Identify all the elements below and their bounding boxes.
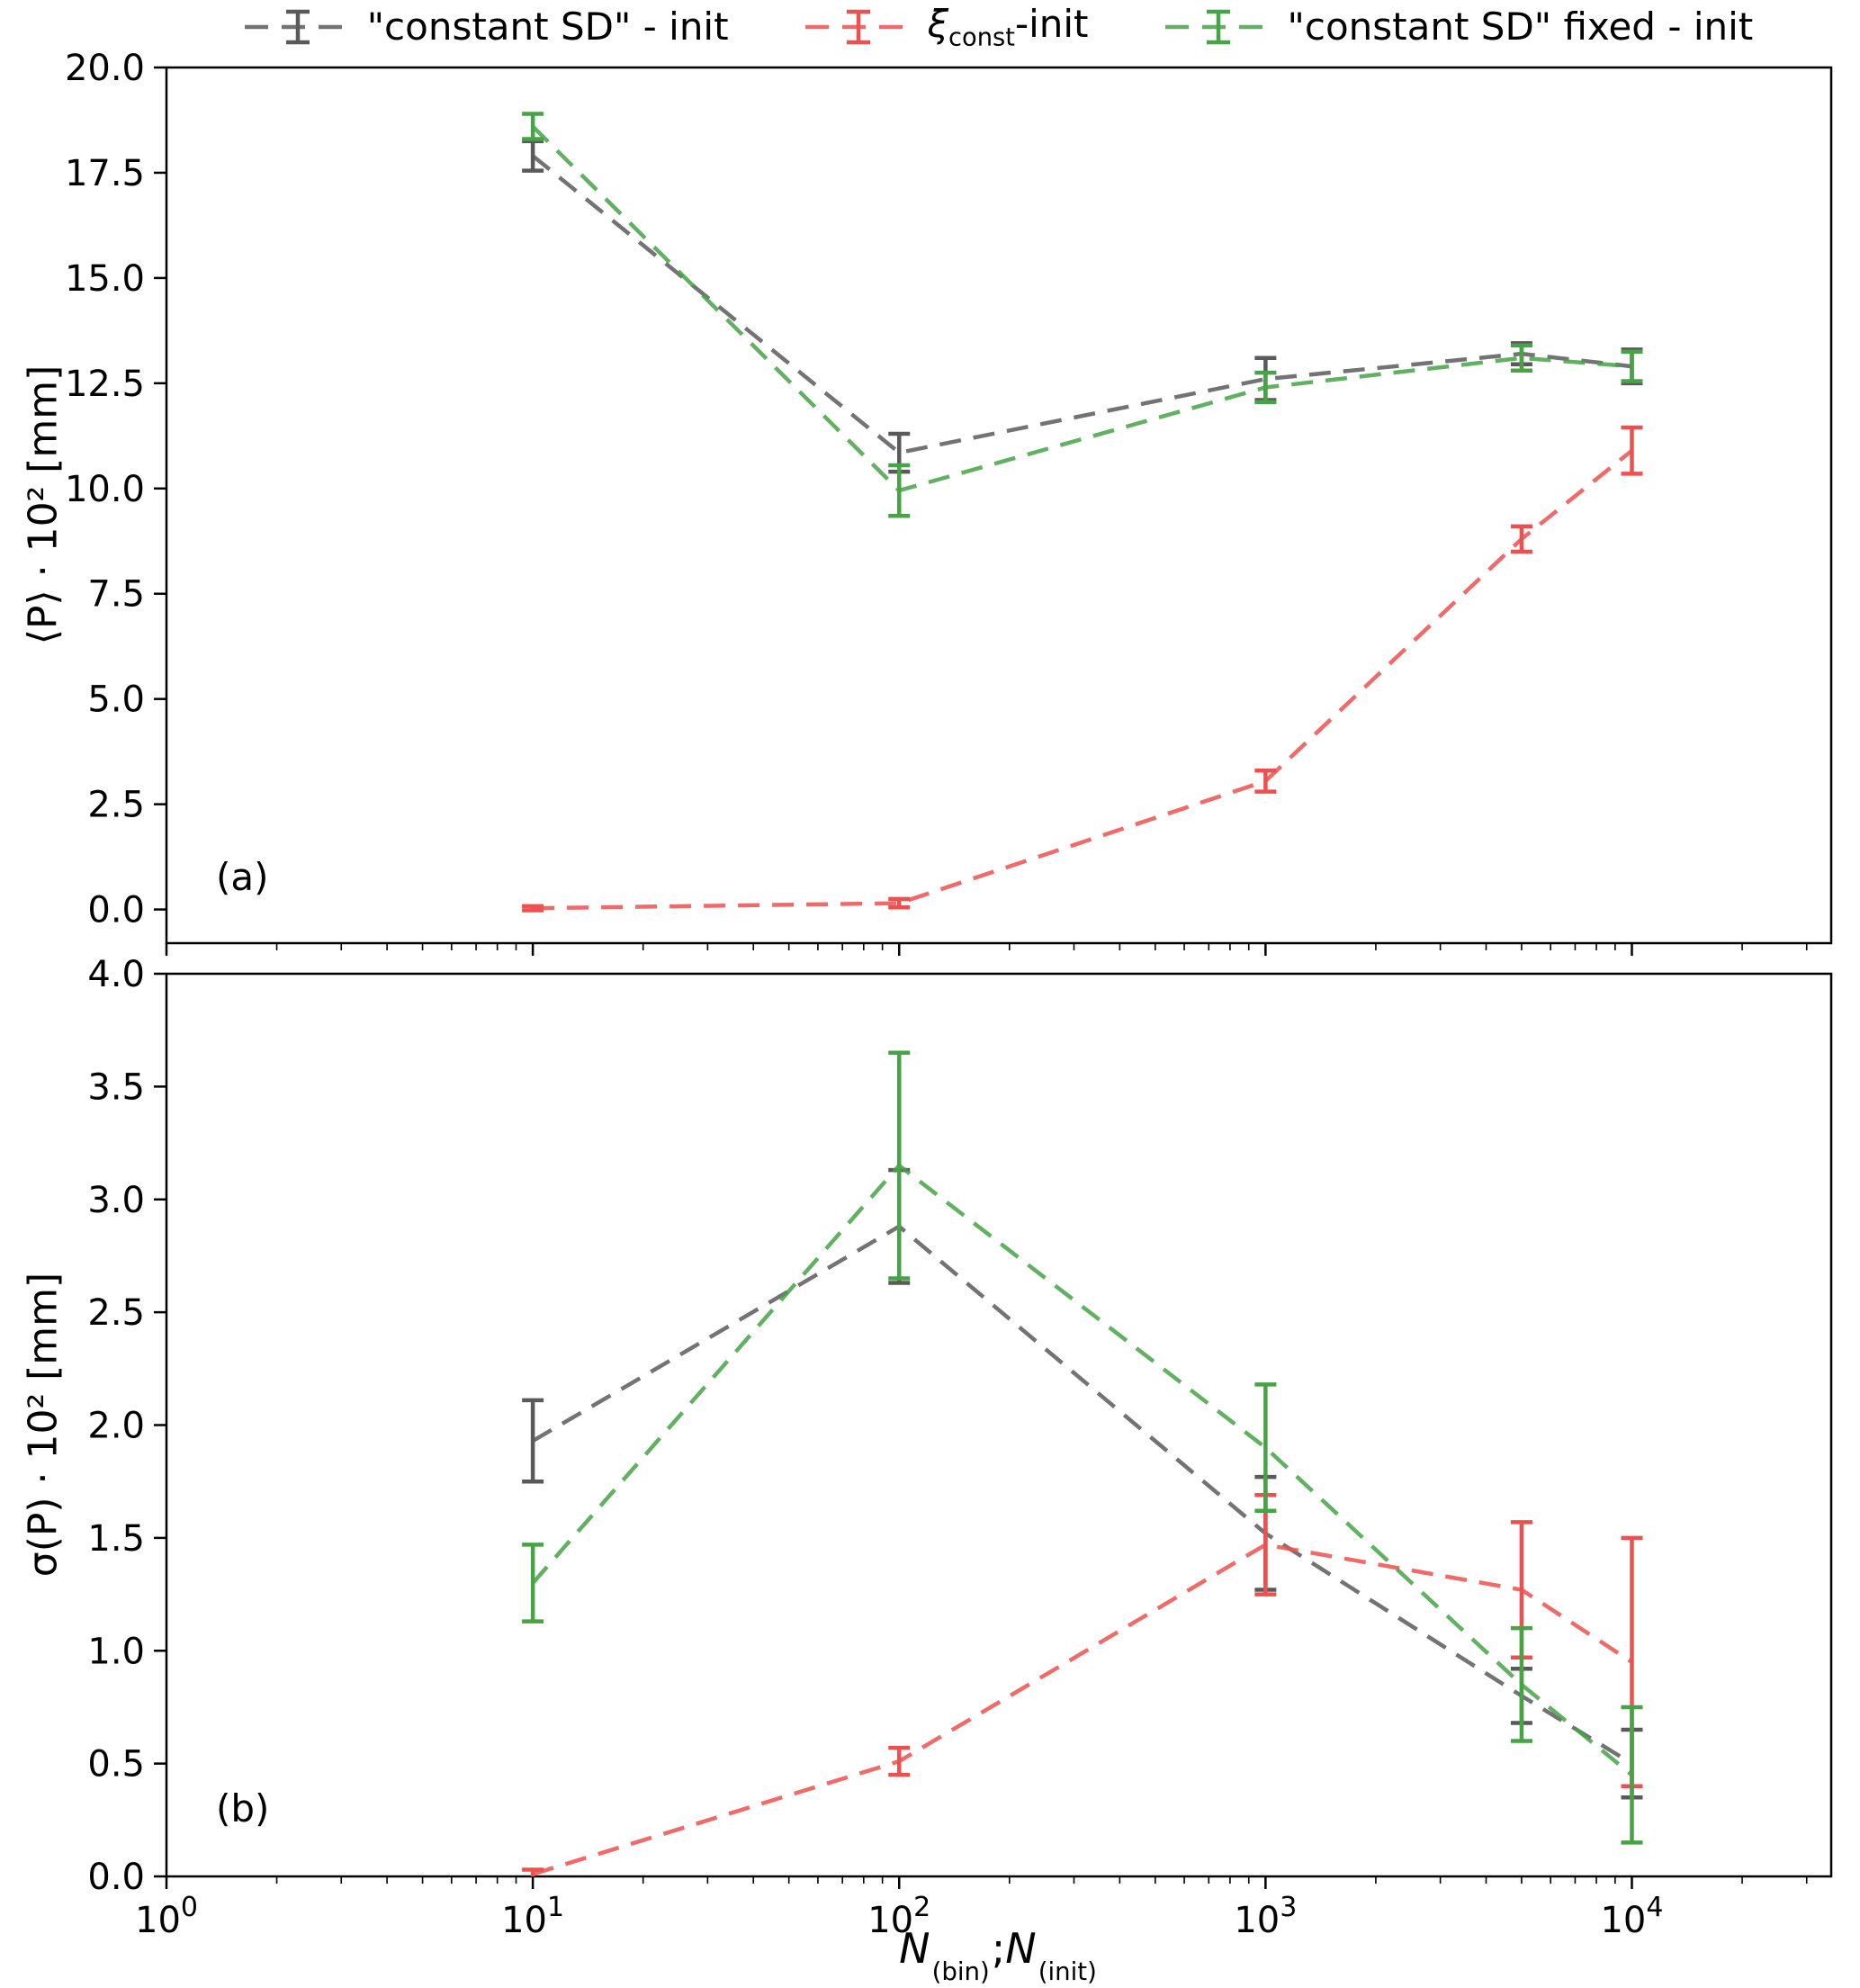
panel-a: 0.0 2.5 5.0 7.5 10.0 12.5 15.0 17.5 20.0 [65,48,1833,956]
y-tick-label: 5.0 [87,679,145,721]
panel-label-a: (a) [216,855,269,899]
y-axis-label-panel-b: σ(P) · 10² [mm] [20,1272,67,1578]
y-tick-label: 2.5 [87,785,145,826]
legend-label: ξconst-init [928,2,1089,52]
label-text: const [948,23,1015,52]
y-tick-label: 15.0 [65,258,145,300]
x-tick-label: 104 [1600,1892,1663,1941]
y-tick-label: 17.5 [65,153,145,194]
x-axis-label: N(bin)SD;N(init)SD [166,1924,1831,1988]
y-tick-label: 2.5 [87,1292,145,1334]
label-text: -init [1014,2,1089,46]
legend-swatch-errorbar-icon [244,9,351,45]
series-group [522,1050,1643,1876]
series-group [522,112,1643,913]
y-tick-label: 12.5 [65,364,145,405]
label-text: ; [991,1924,1006,1973]
panel-b: 0.0 0.5 1.0 1.5 2.0 2.5 3.0 3.5 4.0 100 101 102 103 1… [87,954,1833,1941]
legend-swatch-errorbar-icon [1164,9,1271,45]
x-tick-label: 100 [135,1892,198,1941]
y-tick-label: 0.5 [87,1744,145,1786]
series-line [533,448,1633,911]
axes-frame [165,66,1833,945]
series-line [531,154,1632,455]
y-axis-label-panel-a: ⟨P⟩ · 10² [mm] [20,364,67,645]
y-tick-label: 3.5 [87,1066,145,1108]
series-line [531,124,1632,493]
y-tick-label: 7.5 [87,574,145,616]
legend-item: "constant SD" - init [244,4,729,49]
math-subsup: (init)SD [1038,1957,1097,1988]
label-text: N [899,1924,930,1973]
legend-item: "constant SD" fixed - init [1164,4,1754,49]
legend-label: "constant SD" fixed - init [1288,4,1754,49]
label-text: N [1005,1924,1037,1973]
x-tick-label: 103 [1234,1892,1297,1941]
legend: "constant SD" - init ξconst-init "constant… [166,2,1831,52]
legend-swatch-errorbar-icon [804,9,912,45]
y-tick-label: 4.0 [87,954,145,995]
series-line [531,1163,1633,1777]
label-text: "constant SD" - init [366,4,729,49]
x-tick-label: 101 [501,1892,564,1941]
label-text: ξ [927,2,948,46]
y-tick-label: 0.0 [87,1857,145,1898]
y-tick-label: 1.0 [87,1631,145,1672]
y-tick-label: 0.0 [87,890,145,931]
axes-frame [165,972,1833,1878]
y-tick-label: 1.5 [87,1518,145,1560]
y-tick-label: 10.0 [65,469,145,510]
math-subsup: (bin)SD [931,1957,990,1988]
legend-label: "constant SD" - init [367,4,729,49]
label-text: "constant SD" fixed - init [1287,4,1754,49]
panel-label-b: (b) [216,1786,270,1831]
x-tick-label: 102 [867,1892,930,1941]
y-tick-label: 20.0 [65,48,145,89]
series-line [532,1543,1633,1876]
legend-item: ξconst-init [804,2,1089,52]
y-tick-label: 3.0 [87,1180,145,1221]
y-tick-label: 2.0 [87,1406,145,1447]
